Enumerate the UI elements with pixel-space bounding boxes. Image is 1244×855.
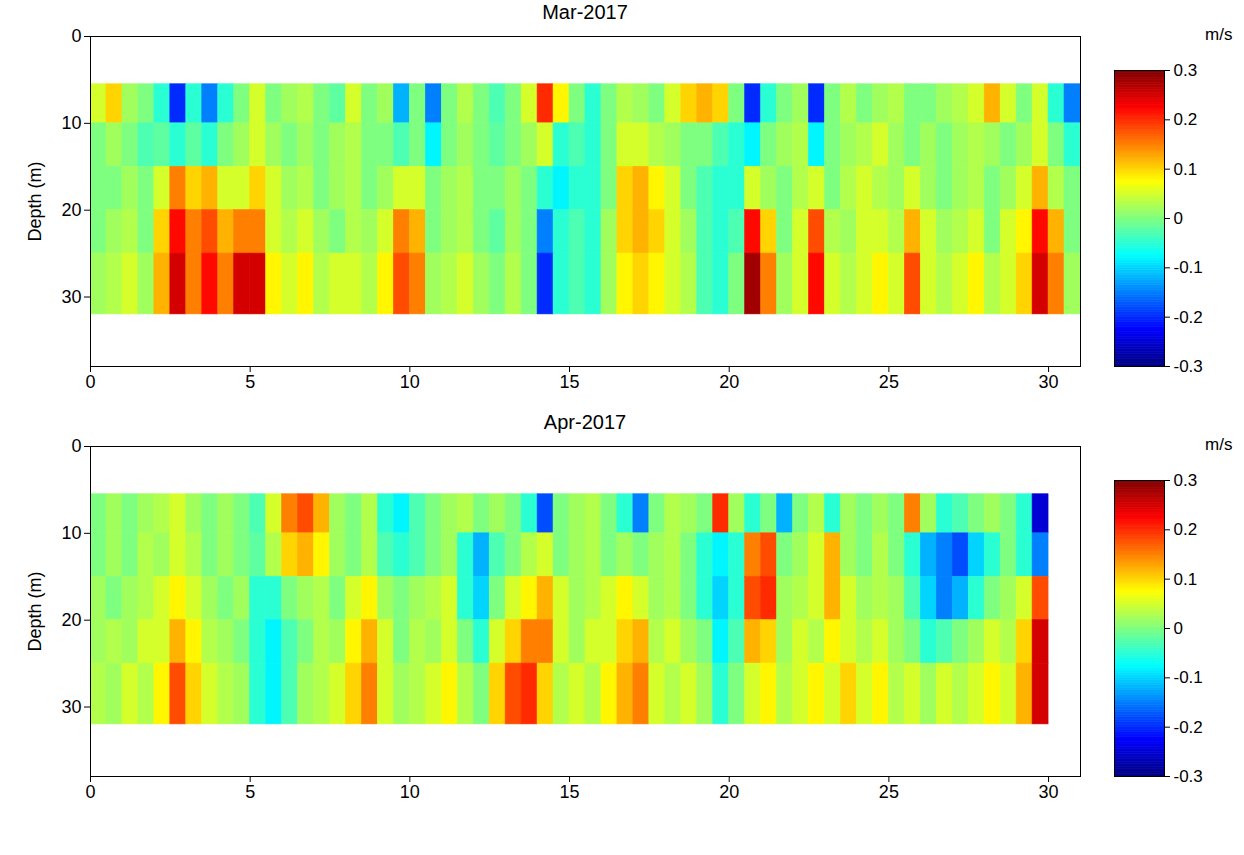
- svg-text:30: 30: [1039, 372, 1059, 392]
- svg-text:15: 15: [560, 372, 580, 392]
- svg-text:0: 0: [85, 782, 95, 802]
- svg-text:10: 10: [61, 523, 81, 543]
- svg-text:0: 0: [1174, 209, 1183, 228]
- svg-text:30: 30: [61, 287, 81, 307]
- svg-text:Depth (m): Depth (m): [25, 161, 45, 241]
- svg-text:10: 10: [400, 782, 420, 802]
- svg-text:0: 0: [1174, 619, 1183, 638]
- svg-text:-0.3: -0.3: [1174, 767, 1203, 786]
- svg-text:0.3: 0.3: [1174, 61, 1198, 80]
- svg-text:30: 30: [61, 697, 81, 717]
- svg-text:0.1: 0.1: [1174, 570, 1198, 589]
- svg-text:20: 20: [61, 610, 81, 630]
- svg-text:m/s: m/s: [1205, 25, 1232, 44]
- svg-text:5: 5: [245, 372, 255, 392]
- svg-text:25: 25: [879, 782, 899, 802]
- svg-text:0.2: 0.2: [1174, 520, 1198, 539]
- svg-text:Depth (m): Depth (m): [25, 571, 45, 651]
- svg-text:25: 25: [879, 372, 899, 392]
- svg-text:-0.2: -0.2: [1174, 308, 1203, 327]
- svg-text:0: 0: [85, 372, 95, 392]
- svg-text:-0.1: -0.1: [1174, 668, 1203, 687]
- svg-text:20: 20: [719, 372, 739, 392]
- svg-text:0.1: 0.1: [1174, 160, 1198, 179]
- svg-text:0.2: 0.2: [1174, 110, 1198, 129]
- svg-text:10: 10: [61, 113, 81, 133]
- svg-text:-0.3: -0.3: [1174, 357, 1203, 376]
- html-text:Apr-2017: Apr-2017: [543, 411, 627, 433]
- svg-text:10: 10: [400, 372, 420, 392]
- svg-text:20: 20: [719, 782, 739, 802]
- html-text:Mar-2017: Mar-2017: [542, 1, 628, 23]
- svg-text:30: 30: [1039, 782, 1059, 802]
- svg-text:0: 0: [71, 436, 81, 456]
- svg-text:0: 0: [71, 26, 81, 46]
- svg-text:0.3: 0.3: [1174, 471, 1198, 490]
- svg-text:20: 20: [61, 200, 81, 220]
- svg-text:-0.2: -0.2: [1174, 718, 1203, 737]
- svg-text:m/s: m/s: [1205, 435, 1232, 454]
- svg-text:5: 5: [245, 782, 255, 802]
- svg-text:-0.1: -0.1: [1174, 258, 1203, 277]
- svg-text:15: 15: [560, 782, 580, 802]
